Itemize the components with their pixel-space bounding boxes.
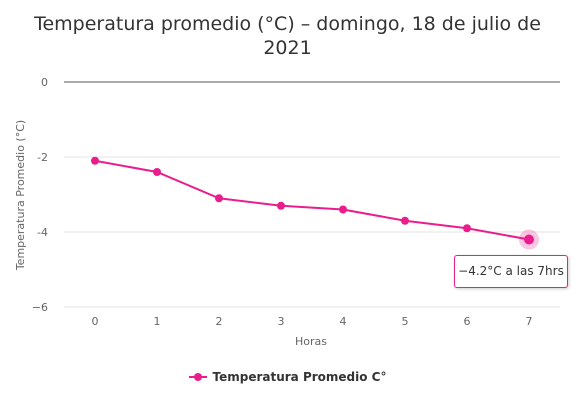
chart-title: Temperatura promedio (°C) – domingo, 18 …: [34, 13, 541, 59]
y-axis-tick-labels: 0 -2 -4 −6: [32, 76, 48, 314]
data-point[interactable]: [91, 156, 99, 165]
data-point[interactable]: [463, 224, 471, 233]
data-point-highlighted[interactable]: [524, 234, 534, 245]
x-tick-label: 0: [92, 315, 99, 328]
y-tick-label: −6: [32, 301, 48, 314]
x-axis-title: Horas: [295, 335, 327, 348]
x-axis-tick-labels: 0 1 2 3 4 5 6 7: [92, 315, 533, 328]
legend-item-temperatura[interactable]: Temperatura Promedio C°: [188, 370, 387, 384]
data-point[interactable]: [153, 168, 161, 176]
series-line: [94, 159, 530, 241]
point-tooltip: −4.2°C a las 7hrs: [454, 255, 568, 288]
y-tick-label: 0: [41, 76, 48, 89]
data-point[interactable]: [277, 201, 285, 210]
x-tick-label: 6: [464, 315, 471, 328]
data-point[interactable]: [401, 216, 409, 225]
x-tick-label: 5: [402, 315, 409, 328]
y-axis-title: Temperatura Promedio (°C): [14, 120, 27, 271]
x-tick-label: 4: [340, 315, 347, 328]
data-point[interactable]: [339, 205, 347, 214]
data-point[interactable]: [215, 194, 223, 203]
y-tick-label: -2: [37, 151, 48, 164]
y-tick-label: -4: [37, 226, 48, 239]
x-tick-label: 7: [526, 315, 533, 328]
legend-line-marker-icon: [188, 373, 207, 381]
x-tick-label: 3: [278, 315, 285, 328]
legend-label: Temperatura Promedio C°: [212, 370, 387, 384]
series-group: [91, 156, 539, 250]
grid-lines: [64, 81, 560, 308]
x-tick-label: 2: [216, 315, 223, 328]
x-tick-label: 1: [154, 315, 161, 328]
legend: Temperatura Promedio C°: [0, 368, 575, 387]
